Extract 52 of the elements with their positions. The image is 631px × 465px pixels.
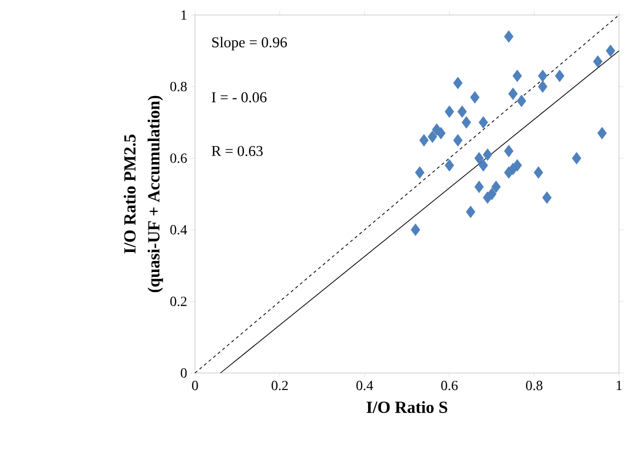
- point: [474, 152, 484, 164]
- x-tick-label: 0.6: [441, 380, 458, 390]
- point: [504, 144, 514, 158]
- point: [504, 30, 514, 43]
- point: [444, 159, 454, 172]
- x-tick-label: 0.4: [356, 380, 374, 390]
- point: [606, 44, 616, 57]
- point: [538, 70, 548, 82]
- point: [516, 94, 526, 108]
- y-axis-title: I/O Ratio PM2.5 (quasi-UF + Accumulation): [124, 96, 163, 292]
- point: [593, 55, 603, 68]
- point: [554, 70, 564, 82]
- point: [572, 152, 582, 164]
- y-tick-label: 0: [180, 368, 187, 378]
- point: [508, 88, 518, 100]
- point: [419, 134, 429, 146]
- point: [597, 126, 607, 140]
- x-tick-label: 0: [192, 380, 198, 390]
- point: [474, 180, 484, 194]
- point: [534, 166, 544, 179]
- point: [478, 116, 488, 129]
- x-tick-label: 0.2: [272, 380, 288, 390]
- point: [512, 159, 522, 172]
- annotation: R = 0.63: [212, 146, 263, 156]
- point: [491, 180, 501, 194]
- point: [542, 191, 552, 204]
- y-tick-label: 0.4: [170, 225, 188, 235]
- point: [415, 166, 424, 179]
- point: [470, 91, 480, 104]
- point: [478, 159, 488, 172]
- x-tick-label: 1: [616, 380, 622, 390]
- point: [444, 105, 454, 118]
- point: [466, 206, 476, 218]
- x-tick-label: 0.8: [526, 380, 542, 390]
- point: [453, 134, 463, 146]
- point: [428, 130, 438, 143]
- point: [487, 188, 497, 200]
- y-tick-label: 0.6: [170, 153, 187, 163]
- x-axis-title: I/O Ratio S: [366, 401, 448, 414]
- annotation: I = - 0.06: [212, 92, 267, 102]
- point: [410, 224, 420, 236]
- point: [482, 148, 492, 161]
- point: [453, 76, 463, 90]
- y-tick-label: 1: [181, 10, 186, 20]
- point: [462, 116, 472, 129]
- point: [512, 70, 522, 82]
- y-tick-label: 0.8: [170, 82, 187, 92]
- point: [538, 80, 548, 93]
- y-tick-label: 0.2: [170, 296, 186, 306]
- point: [436, 126, 446, 140]
- annotation: Slope = 0.96: [212, 36, 287, 50]
- point: [457, 105, 467, 118]
